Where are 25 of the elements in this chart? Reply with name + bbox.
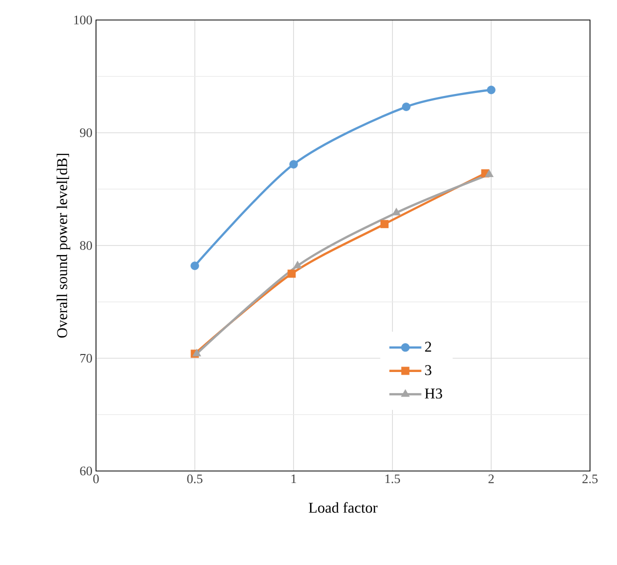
point: [288, 270, 296, 278]
y-tick-label: 70: [80, 354, 92, 363]
y-tick-label: 60: [80, 466, 92, 476]
point: [486, 86, 496, 94]
y-tick-label: 80: [80, 241, 92, 250]
legend-label: 2: [425, 342, 432, 352]
point: [293, 260, 302, 268]
y-tick-label: 90: [80, 128, 92, 138]
x-tick-label: 0: [93, 474, 99, 484]
x-tick-label: 2: [488, 474, 494, 484]
point: [192, 348, 202, 356]
x-tick-label: 0.5: [187, 474, 202, 484]
legend-label: H3: [424, 388, 442, 399]
legend-label: 3: [425, 365, 432, 376]
point: [190, 262, 200, 270]
point: [484, 169, 494, 178]
point: [380, 220, 389, 228]
point: [402, 102, 410, 112]
point: [289, 160, 298, 169]
x-axis-title: Load factor: [308, 502, 378, 513]
x-tick-label: 1: [292, 474, 296, 484]
x-tick-label: 1.5: [385, 474, 400, 484]
x-tick-label: 2.5: [582, 474, 598, 484]
y-axis-title: Overall sound power level[dB]: [56, 154, 70, 338]
y-tick-label: 100: [74, 16, 92, 24]
